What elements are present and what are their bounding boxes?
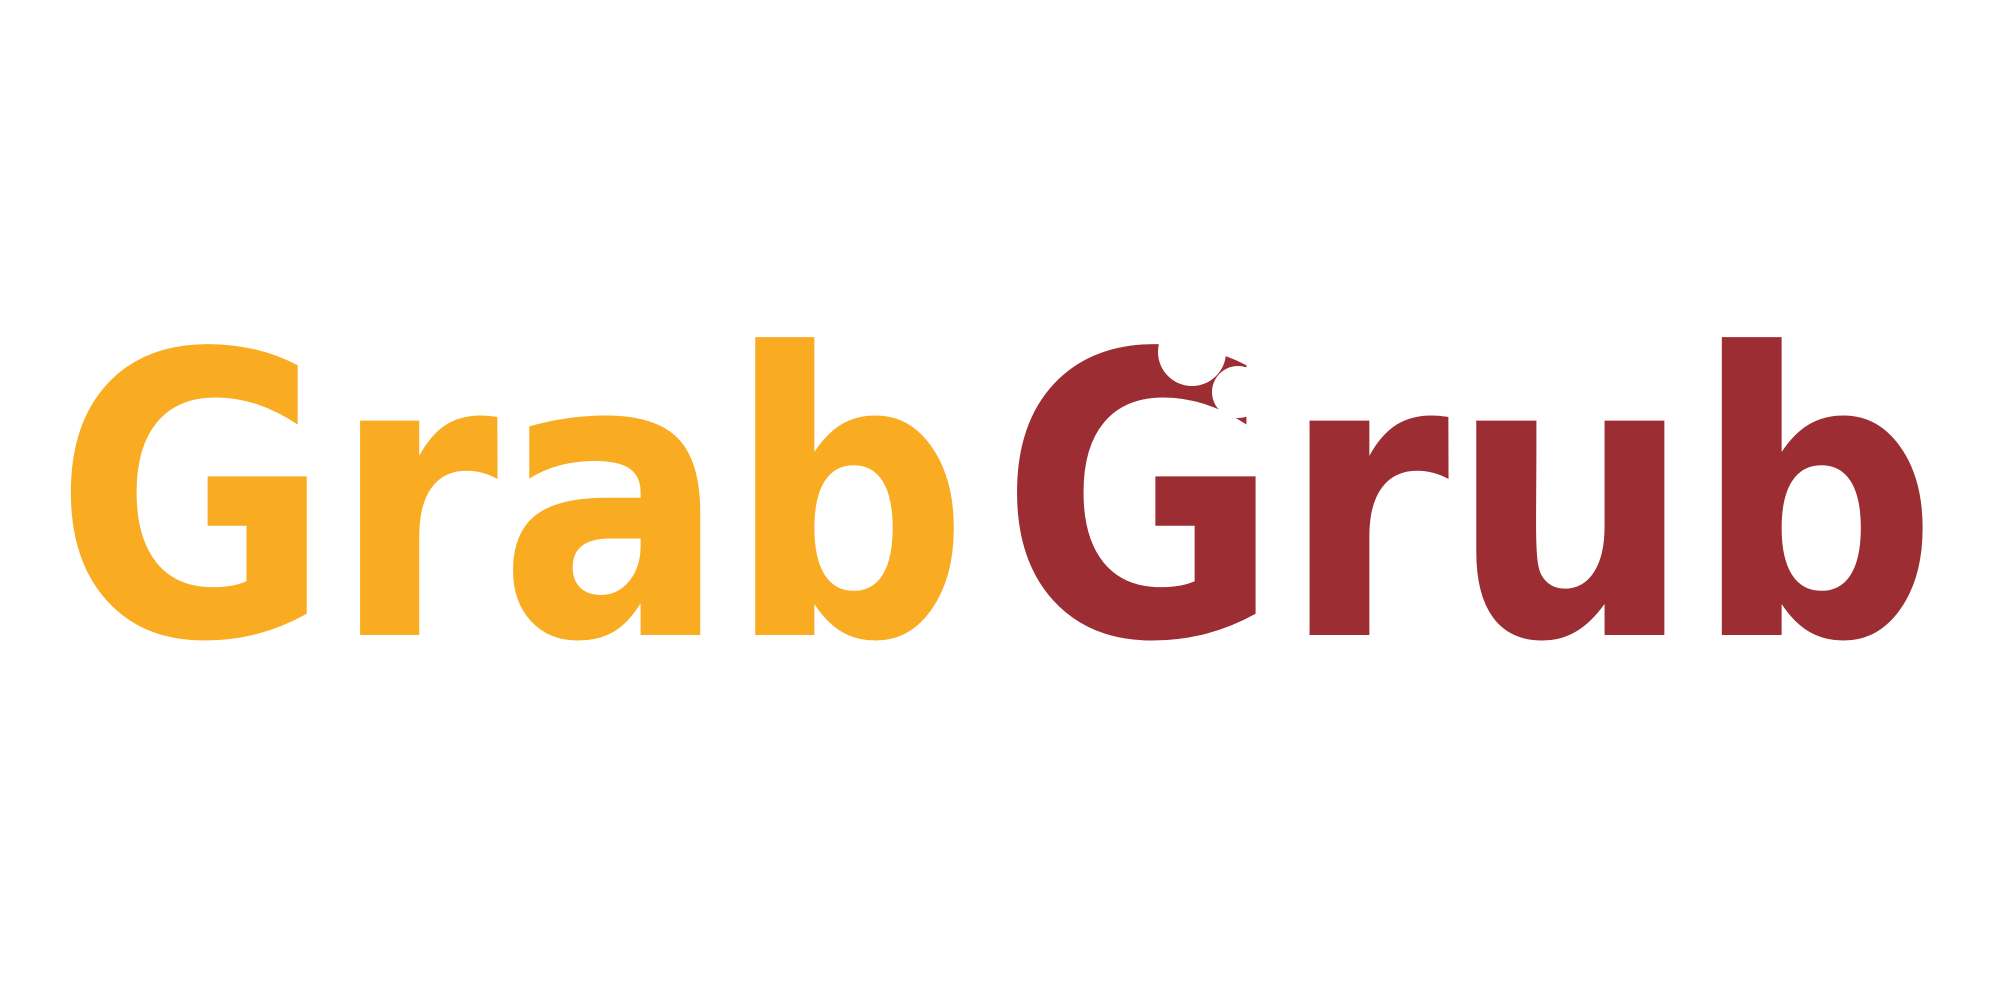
logo-word-grab: Grab xyxy=(54,272,969,728)
logo-word-grub: Grub xyxy=(1000,272,1938,728)
bite-mark-icon: Grub xyxy=(1000,272,1938,728)
